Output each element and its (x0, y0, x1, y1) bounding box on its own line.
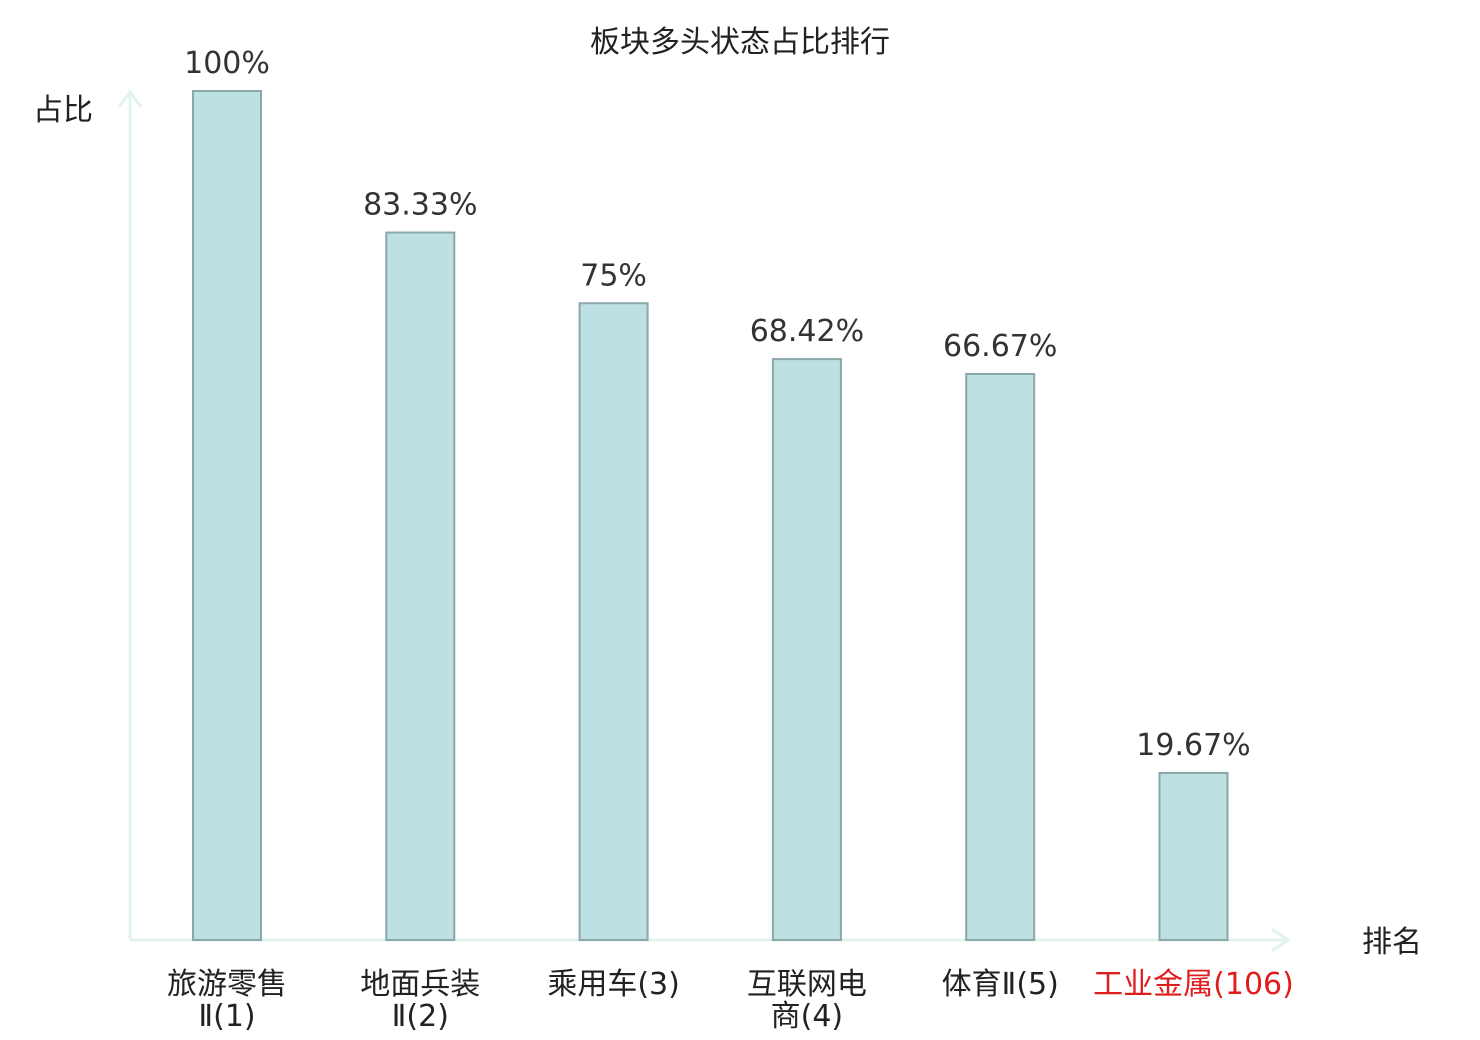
x-axis-arrow (1271, 927, 1291, 953)
value-label-1: 100% (184, 46, 270, 81)
bar-3 (578, 302, 649, 941)
value-label-2: 83.33% (363, 188, 477, 223)
category-label-line: 体育Ⅱ(5) (942, 967, 1059, 1002)
category-label-line: 互联网电 (747, 967, 867, 1002)
category-labels-group: 旅游零售 Ⅱ(1) 地面兵装 Ⅱ(2) 乘用车(3) 互联网电商(4) 体育Ⅱ(5) 工业金属… (167, 967, 1294, 1034)
bars-group (192, 90, 1229, 942)
category-label-line: 工业金属(106) (1093, 967, 1294, 1002)
category-label-6: 工业金属(106) (1093, 967, 1294, 1002)
category-label-3: 乘用车(3) (547, 967, 680, 1002)
bar-4 (771, 358, 842, 941)
value-label-6: 19.67% (1136, 728, 1250, 763)
category-label-line: 旅游零售 (167, 967, 287, 1002)
category-label-2: 地面兵装 Ⅱ(2) (360, 967, 480, 1034)
bar-1 (192, 90, 262, 941)
value-labels-group: 100% 83.33% 75% 68.42% 66.67% 19.67% (184, 46, 1251, 763)
category-label-line: 地面兵装 (360, 967, 480, 1002)
value-label-4: 68.42% (750, 314, 864, 349)
value-label-3: 75% (580, 258, 647, 293)
category-label-line: 乘用车(3) (547, 967, 680, 1002)
bar-6 (1158, 772, 1229, 942)
bar-2 (385, 231, 456, 941)
x-axis-label: 排名 (1362, 925, 1422, 960)
category-label-1: 旅游零售 Ⅱ(1) (167, 967, 287, 1034)
category-label-line: Ⅱ(1) (198, 999, 255, 1034)
category-label-5: 体育Ⅱ(5) (942, 967, 1059, 1002)
y-axis-arrow (117, 89, 143, 108)
category-label-line: Ⅱ(2) (392, 999, 449, 1034)
y-axis-label: 占比 (33, 93, 93, 128)
bar-5 (965, 372, 1036, 942)
category-label-4: 互联网电商(4) (747, 967, 867, 1034)
category-label-line: 商(4) (771, 999, 844, 1034)
chart-title: 板块多头状态占比排行 (590, 25, 890, 60)
value-label-5: 66.67% (943, 329, 1057, 364)
